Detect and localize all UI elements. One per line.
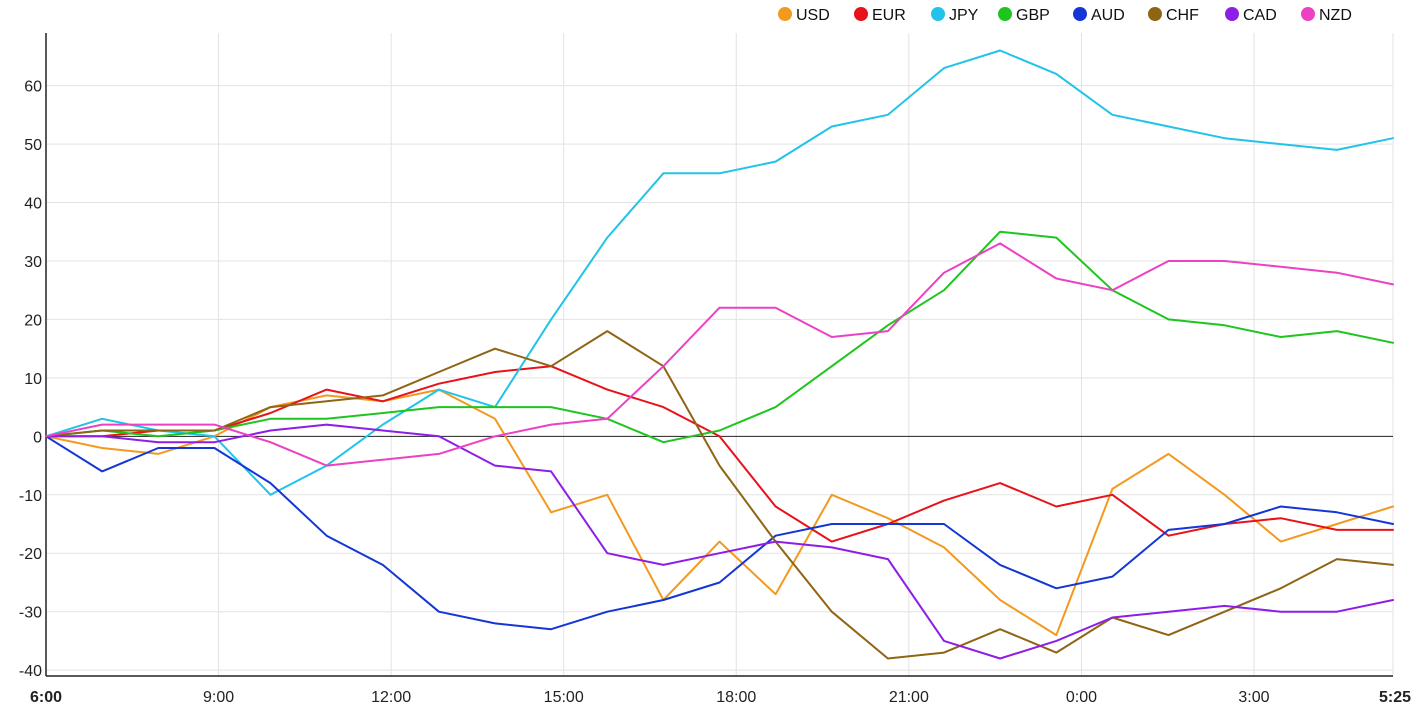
- legend-item-aud: AUD: [1073, 7, 1125, 24]
- y-tick-label: -10: [19, 488, 42, 505]
- y-tick-label: 20: [24, 312, 42, 329]
- y-tick-label: 60: [24, 79, 42, 96]
- legend-marker: [931, 7, 945, 21]
- legend: USD EUR JPY GBP AUD CHF CAD NZD: [778, 7, 1352, 24]
- legend-item-chf: CHF: [1148, 7, 1199, 24]
- legend-label: JPY: [949, 7, 979, 24]
- grid: [46, 33, 1394, 676]
- legend-marker: [998, 7, 1012, 21]
- x-tick-label: 12:00: [371, 689, 411, 706]
- y-tick-label: 30: [24, 254, 42, 271]
- legend-marker: [778, 7, 792, 21]
- x-tick-label: 21:00: [889, 689, 929, 706]
- legend-label: CHF: [1166, 7, 1199, 24]
- legend-label: AUD: [1091, 7, 1125, 24]
- legend-marker: [1073, 7, 1087, 21]
- legend-item-cad: CAD: [1225, 7, 1277, 24]
- legend-marker: [1225, 7, 1239, 21]
- legend-label: NZD: [1319, 7, 1352, 24]
- series-lines: [45, 49, 1394, 660]
- series-line-nzd: [45, 242, 1394, 467]
- legend-marker: [854, 7, 868, 21]
- legend-item-nzd: NZD: [1301, 7, 1352, 24]
- y-tick-label: 0: [33, 429, 42, 446]
- legend-marker: [1301, 7, 1315, 21]
- series-line-cad: [45, 423, 1394, 660]
- axes: 60 50 40 30 20 10 0 -10 -20 -30 -40 6:00 9:00 12:00 15…: [19, 33, 1411, 706]
- legend-item-usd: USD: [778, 7, 830, 24]
- y-tick-label: 40: [24, 196, 42, 213]
- y-tick-label: 50: [24, 137, 42, 154]
- series-line-usd: [45, 388, 1394, 637]
- x-tick-label: 6:00: [30, 689, 62, 706]
- legend-item-jpy: JPY: [931, 7, 979, 24]
- x-tick-label: 3:00: [1238, 689, 1269, 706]
- x-tick-label: 18:00: [716, 689, 756, 706]
- series-line-jpy: [45, 49, 1394, 496]
- series-line-gbp: [45, 230, 1394, 444]
- x-tick-label: 0:00: [1066, 689, 1097, 706]
- y-tick-label: -20: [19, 546, 42, 563]
- series-line-aud: [45, 435, 1394, 631]
- legend-item-eur: EUR: [854, 7, 906, 24]
- series-line-eur: [45, 365, 1394, 543]
- y-tick-label: -40: [19, 663, 42, 680]
- legend-label: USD: [796, 7, 830, 24]
- y-tick-label: 10: [24, 371, 42, 388]
- series-line-chf: [45, 330, 1394, 660]
- x-tick-label: 5:25: [1379, 689, 1411, 706]
- x-tick-label: 9:00: [203, 689, 234, 706]
- legend-marker: [1148, 7, 1162, 21]
- legend-label: EUR: [872, 7, 906, 24]
- legend-item-gbp: GBP: [998, 7, 1050, 24]
- x-tick-label: 15:00: [544, 689, 584, 706]
- y-tick-label: -30: [19, 605, 42, 622]
- legend-label: CAD: [1243, 7, 1277, 24]
- legend-label: GBP: [1016, 7, 1050, 24]
